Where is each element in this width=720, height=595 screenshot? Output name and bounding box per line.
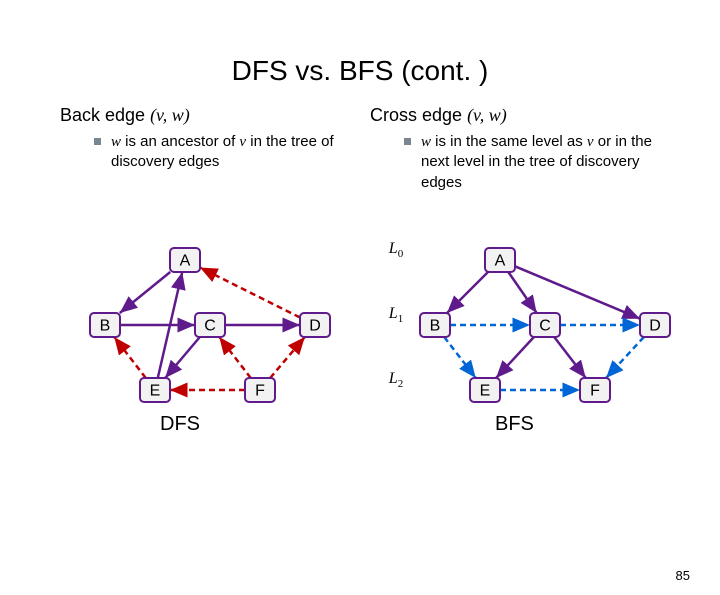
graph-svg: A B C D E F A B C D E F L0 L1 L2	[0, 223, 720, 463]
bfs-label: BFS	[495, 413, 534, 436]
w-var: w	[111, 134, 121, 150]
txt: is an ancestor of	[121, 133, 239, 150]
svg-text:B: B	[430, 317, 441, 334]
back-edge-heading: Back edge (v, w)	[60, 105, 350, 126]
svg-text:F: F	[590, 382, 600, 399]
page-number: 85	[676, 568, 690, 583]
heading-vw: (v, w)	[150, 105, 190, 125]
svg-text:A: A	[180, 252, 191, 269]
svg-text:E: E	[480, 382, 491, 399]
left-bullet: w is an ancestor of v in the tree of dis…	[94, 132, 350, 173]
svg-text:L2: L2	[388, 370, 403, 390]
right-col: Cross edge (v, w) w is in the same level…	[370, 105, 660, 193]
svg-text:L0: L0	[388, 240, 404, 260]
svg-text:L1: L1	[388, 305, 403, 325]
v-var: v	[587, 134, 594, 150]
bullet-text: w is an ancestor of v in the tree of dis…	[111, 132, 350, 173]
svg-text:B: B	[100, 317, 111, 334]
svg-text:C: C	[204, 317, 216, 334]
svg-text:F: F	[255, 382, 265, 399]
slide-title: DFS vs. BFS (cont. )	[0, 55, 720, 87]
heading-text: Cross edge	[370, 105, 467, 125]
svg-text:D: D	[309, 317, 321, 334]
bullet-square-icon	[94, 138, 101, 145]
w-var: w	[421, 134, 431, 150]
svg-text:C: C	[539, 317, 551, 334]
svg-text:A: A	[495, 252, 506, 269]
bullet-text: w is in the same level as v or in the ne…	[421, 132, 660, 193]
heading-vw: (v, w)	[467, 105, 507, 125]
bullet-square-icon	[404, 138, 411, 145]
svg-text:D: D	[649, 317, 661, 334]
left-col: Back edge (v, w) w is an ancestor of v i…	[60, 105, 350, 193]
diagram-area: A B C D E F A B C D E F L0 L1 L2 DFS BFS	[0, 223, 720, 463]
cross-edge-heading: Cross edge (v, w)	[370, 105, 660, 126]
txt: is in the same level as	[431, 133, 587, 150]
svg-text:E: E	[150, 382, 161, 399]
right-bullet: w is in the same level as v or in the ne…	[404, 132, 660, 193]
columns: Back edge (v, w) w is an ancestor of v i…	[0, 105, 720, 193]
heading-text: Back edge	[60, 105, 150, 125]
dfs-label: DFS	[160, 413, 200, 436]
